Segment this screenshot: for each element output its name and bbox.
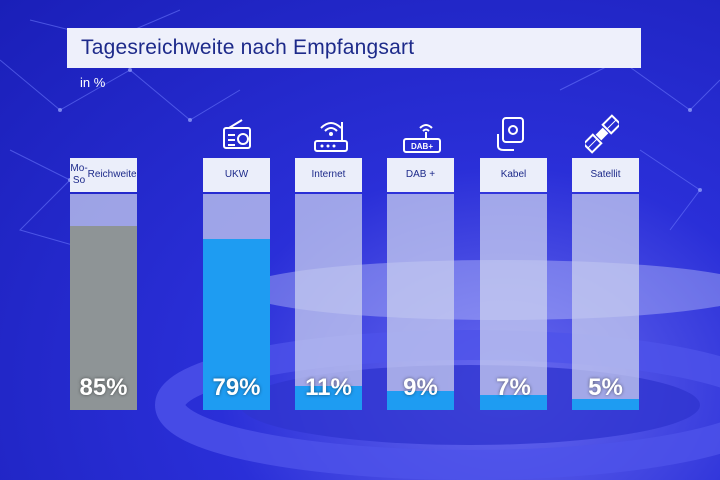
unit-label: in % — [80, 75, 106, 90]
bar-track: 11% — [295, 194, 362, 410]
bar — [295, 386, 362, 410]
value-label: 5% — [588, 374, 623, 401]
value-label: 85% — [79, 374, 128, 401]
bar — [387, 390, 454, 410]
radio-icon — [223, 119, 251, 149]
category-label: Internet — [295, 158, 362, 192]
category-label: Mo-So Reichweite — [70, 158, 137, 192]
title-bar: Tagesreichweite nach Empfangsart — [67, 28, 641, 68]
category-label-line: Internet — [311, 169, 346, 180]
category-label-line: UKW — [224, 169, 249, 180]
category-label: Satellit — [572, 158, 639, 192]
dab-icon-text: DAB+ — [411, 142, 433, 151]
category-label-line: Mo-So — [70, 163, 88, 186]
bar-track: 79% — [203, 194, 270, 410]
category-label: Kabel — [480, 158, 547, 192]
category-label-line: Reichweite — [87, 169, 137, 180]
bar — [572, 399, 639, 410]
bar — [480, 394, 547, 410]
wifi-router-icon — [314, 122, 348, 152]
chart-title: Tagesreichweite nach Empfangsart — [81, 36, 415, 59]
value-label: 7% — [496, 374, 531, 401]
category-label: UKW — [203, 158, 270, 192]
category-label: DAB + — [387, 158, 454, 192]
bar — [203, 239, 270, 410]
value-label: 11% — [305, 374, 352, 401]
value-label: 9% — [403, 374, 438, 401]
bar-track: 9% — [387, 194, 454, 410]
bar — [70, 226, 137, 410]
value-label: 79% — [212, 374, 261, 401]
bar-track: 85% — [70, 194, 137, 410]
bar-track: 5% — [572, 194, 639, 410]
category-label-line: Kabel — [500, 169, 527, 180]
category-label-line: Satellit — [590, 169, 621, 180]
category-label-line: DAB + — [405, 169, 436, 180]
dab-radio-icon: DAB+ — [403, 124, 441, 153]
satellite-icon — [585, 114, 619, 154]
bar-track: 7% — [480, 194, 547, 410]
cable-socket-icon — [497, 117, 524, 151]
